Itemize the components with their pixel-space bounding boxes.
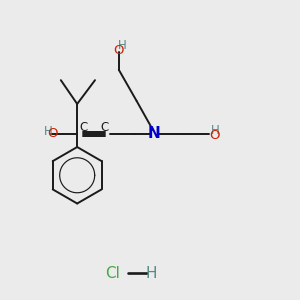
Text: O: O [209,129,220,142]
Text: H: H [146,266,157,281]
Text: H: H [44,125,53,138]
Text: O: O [48,128,58,140]
Text: N: N [148,126,161,141]
Text: O: O [113,44,124,57]
Text: H: H [211,124,220,137]
Text: C: C [80,121,88,134]
Text: Cl: Cl [105,266,120,281]
Text: C: C [100,121,109,134]
Text: H: H [117,40,126,52]
